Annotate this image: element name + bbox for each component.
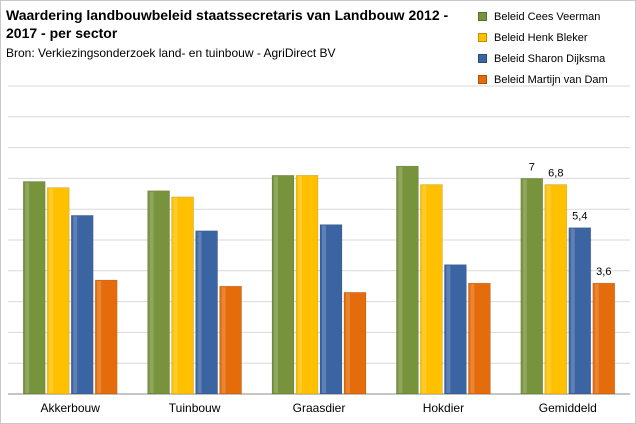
- legend-label-dijksma: Beleid Sharon Dijksma: [494, 52, 606, 65]
- bar: [46, 187, 70, 395]
- legend-label-vandam: Beleid Martijn van Dam: [494, 73, 608, 86]
- data-label: 7: [529, 161, 535, 173]
- bar: [396, 165, 419, 395]
- x-tick-label: Gemiddeld: [539, 401, 597, 415]
- bar: [94, 279, 118, 395]
- chart-legend: Beleid Cees Veerman Beleid Henk Bleker B…: [478, 6, 634, 90]
- bar-highlight: [97, 281, 102, 393]
- bar-highlight: [298, 176, 302, 393]
- bar: [568, 227, 592, 395]
- bar: [420, 184, 443, 395]
- bar-highlight: [422, 185, 427, 393]
- bar-highlight: [522, 179, 527, 393]
- bar-highlight: [73, 216, 78, 393]
- bar: [468, 282, 491, 395]
- bar: [444, 264, 467, 395]
- bar-highlight: [173, 197, 178, 393]
- chart-subtitle: Bron: Verkiezingsonderzoek land- en tuin…: [6, 46, 336, 60]
- bar: [520, 178, 544, 395]
- bar: [70, 215, 94, 395]
- chart-title: Waardering landbouwbeleid staatssecretar…: [6, 7, 449, 41]
- bar-highlight: [221, 287, 226, 393]
- data-label: 5,4: [572, 211, 587, 223]
- bar-highlight: [197, 231, 202, 393]
- bar-highlight: [49, 188, 54, 393]
- bar-highlight: [25, 182, 30, 393]
- bar-highlight: [274, 176, 278, 393]
- data-label: 6,8: [548, 168, 563, 180]
- bar-highlight: [470, 284, 475, 393]
- bar: [22, 181, 46, 395]
- legend-swatch-dijksma: [478, 54, 487, 63]
- legend-item-veerman: Beleid Cees Veerman: [478, 6, 634, 27]
- legend-swatch-veerman: [478, 12, 487, 21]
- bar: [147, 190, 170, 395]
- bar-highlight: [546, 185, 551, 393]
- x-tick-label: Graasdier: [293, 401, 346, 415]
- bar: [343, 292, 367, 395]
- bar-highlight: [594, 284, 599, 393]
- bar-highlight: [446, 265, 451, 393]
- bar-highlight: [398, 167, 403, 393]
- legend-item-dijksma: Beleid Sharon Dijksma: [478, 48, 634, 69]
- data-label: 3,6: [596, 266, 611, 278]
- bar: [295, 175, 319, 395]
- bar: [219, 285, 242, 395]
- x-tick-label: Akkerbouw: [41, 401, 101, 415]
- bar: [271, 175, 295, 395]
- legend-swatch-bleker: [478, 33, 487, 42]
- x-tick-label: Hokdier: [423, 401, 464, 415]
- bar-highlight: [322, 225, 326, 393]
- bar-highlight: [570, 228, 575, 393]
- bar: [319, 224, 343, 395]
- legend-item-vandam: Beleid Martijn van Dam: [478, 69, 634, 90]
- bar: [171, 196, 194, 395]
- bar-highlight: [346, 293, 350, 393]
- x-tick-label: Tuinbouw: [169, 401, 221, 415]
- bar: [195, 230, 218, 395]
- bar-highlight: [149, 191, 154, 393]
- legend-item-bleker: Beleid Henk Bleker: [478, 27, 634, 48]
- bar: [544, 184, 568, 395]
- legend-label-bleker: Beleid Henk Bleker: [494, 31, 588, 44]
- legend-swatch-vandam: [478, 75, 487, 84]
- bar: [592, 282, 616, 395]
- legend-label-veerman: Beleid Cees Veerman: [494, 10, 601, 23]
